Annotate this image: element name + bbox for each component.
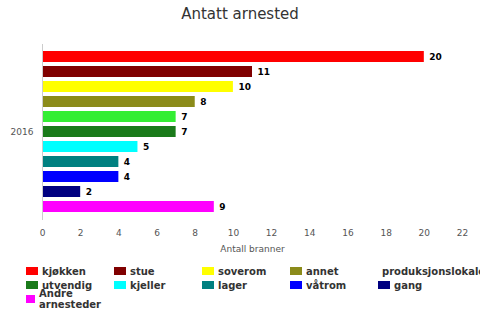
svg-text:5: 5 [143,142,149,152]
html-text:kjøkken: kjøkken [42,265,86,277]
svg-text:18: 18 [380,228,392,238]
svg-text:20: 20 [419,228,431,238]
svg-text:4: 4 [124,172,130,182]
html-text:våtrom: våtrom [306,279,347,291]
svg-text:10: 10 [228,228,240,238]
svg-text:8: 8 [192,228,198,238]
svg-text:7: 7 [181,127,187,137]
svg-text:2: 2 [86,187,92,197]
svg-text:8: 8 [200,97,206,107]
html-text:utvendig: utvendig [42,279,93,291]
svg-text:2016: 2016 [11,127,34,137]
svg-text:9: 9 [219,202,225,212]
html-text:soverom: soverom [218,265,267,277]
svg-text:10: 10 [238,82,251,92]
html-text:stue: stue [130,265,155,277]
svg-text:4: 4 [116,228,122,238]
html-text:Andre arnesteder: Andre arnesteder [39,288,101,310]
svg-text:6: 6 [154,228,160,238]
html-text:Antatt arnested: Antatt arnested [181,5,299,23]
svg-text:Antall branner: Antall branner [220,244,285,254]
svg-text:0: 0 [40,228,46,238]
svg-text:16: 16 [342,228,354,238]
svg-text:20: 20 [429,52,442,62]
html-text:annet: annet [306,265,339,277]
html-text:gang: gang [394,279,423,291]
svg-text:7: 7 [181,112,187,122]
svg-text:4: 4 [124,157,130,167]
svg-text:12: 12 [266,228,277,238]
svg-text:14: 14 [304,228,316,238]
svg-text:11: 11 [258,67,271,77]
svg-text:2: 2 [78,228,84,238]
svg-text:22: 22 [457,228,468,238]
html-text:lager: lager [218,279,248,291]
html-text:kjeller: kjeller [130,279,166,291]
